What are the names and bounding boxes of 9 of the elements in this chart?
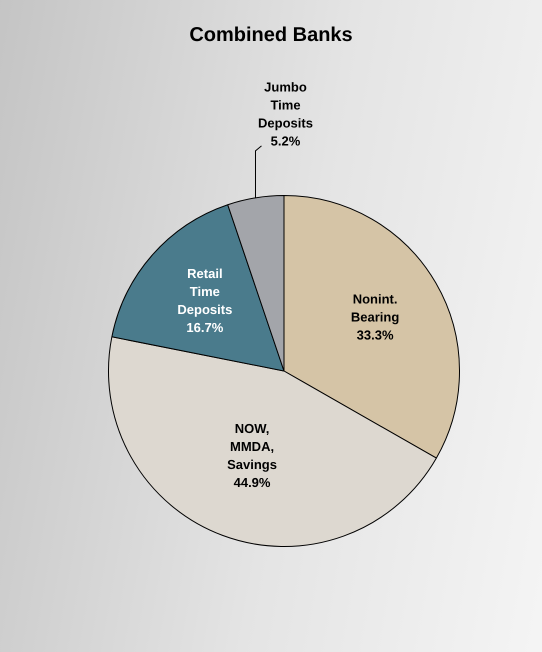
- chart-title: Combined Banks: [188, 24, 354, 47]
- slice-label: Jumbo Time Deposits: [258, 79, 313, 130]
- slice-label: Retail Time Deposits: [177, 266, 232, 318]
- data-label: 5.2%: [270, 133, 301, 148]
- data-label: 16.7%: [186, 320, 224, 336]
- data-label: 44.9%: [234, 475, 271, 490]
- slice-label: NOW, MMDA, Savings: [227, 421, 277, 472]
- slice-label: Nonint. Bearing: [350, 292, 400, 325]
- data-label: 33.3%: [356, 328, 394, 343]
